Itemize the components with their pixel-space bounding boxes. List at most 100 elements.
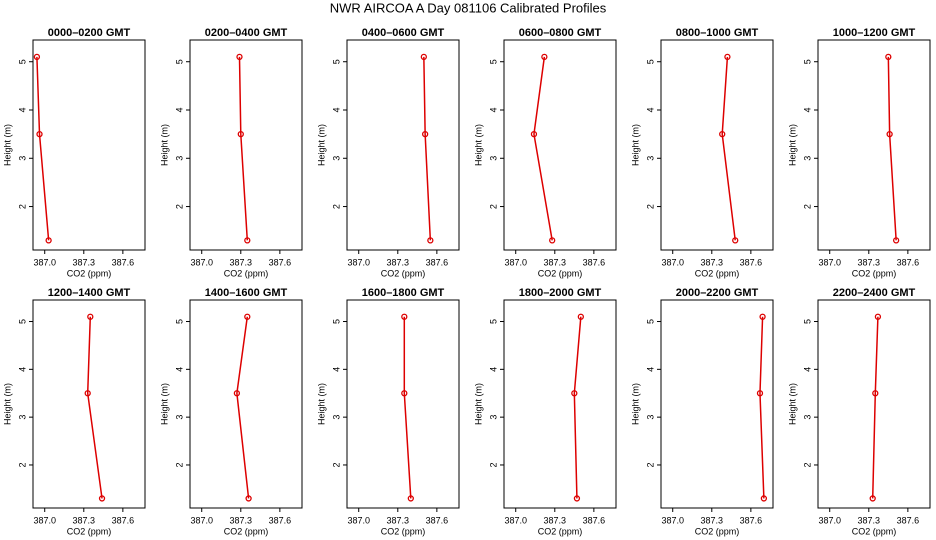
- panel-title: 2200–2400 GMT: [833, 287, 916, 299]
- x-axis-label: CO2 (ppm): [381, 268, 426, 278]
- profile-point: [892, 237, 900, 244]
- y-tick-label: 3: [331, 415, 341, 420]
- profile-point: [872, 390, 879, 397]
- profile-point: [407, 495, 414, 502]
- y-tick-label: 2: [488, 204, 498, 209]
- panel-title: 1000–1200 GMT: [833, 27, 916, 39]
- profile-line: [238, 56, 249, 241]
- y-tick-label: 4: [17, 107, 27, 112]
- panel-title: 0400–0600 GMT: [362, 27, 445, 39]
- y-tick-label: 4: [174, 107, 184, 112]
- x-tick-label: 387.3: [544, 515, 567, 525]
- profile-point: [244, 237, 251, 244]
- y-axis-label: Height (m): [787, 383, 797, 425]
- profile-point: [530, 130, 538, 138]
- y-axis-label: Height (m): [159, 383, 169, 425]
- profile-line: [871, 316, 879, 499]
- y-tick-label: 5: [174, 59, 184, 64]
- profile-line: [236, 316, 250, 499]
- profile-point: [233, 390, 241, 397]
- x-tick-label: 387.0: [190, 515, 213, 525]
- profile-point: [573, 495, 581, 502]
- y-tick-label: 3: [802, 156, 812, 161]
- profile-point: [33, 53, 41, 61]
- profile-point: [401, 313, 408, 320]
- x-tick-label: 387.3: [701, 257, 724, 267]
- profile-point: [724, 53, 731, 61]
- x-axis-label: CO2 (ppm): [381, 526, 426, 536]
- profile-point: [45, 237, 52, 244]
- x-tick-label: 387.0: [504, 515, 527, 525]
- y-tick-label: 2: [17, 204, 27, 209]
- y-tick-label: 2: [331, 462, 341, 467]
- y-tick-label: 5: [174, 319, 184, 324]
- x-tick-label: 387.0: [661, 515, 684, 525]
- profile-line: [403, 316, 412, 499]
- y-tick-label: 3: [174, 156, 184, 161]
- x-tick-label: 387.0: [33, 257, 56, 267]
- profile-point: [98, 495, 106, 502]
- x-axis-label: CO2 (ppm): [695, 268, 740, 278]
- x-tick-label: 387.6: [426, 257, 449, 267]
- panel-title: 2000–2200 GMT: [676, 287, 759, 299]
- profile-point: [732, 237, 739, 244]
- x-tick-label: 387.6: [426, 515, 449, 525]
- y-axis-label: Height (m): [159, 124, 169, 166]
- profile-point: [719, 130, 726, 138]
- panel-title: 0000–0200 GMT: [48, 27, 131, 39]
- y-tick-label: 4: [331, 367, 341, 372]
- x-tick-label: 387.6: [112, 257, 135, 267]
- y-tick-label: 3: [174, 415, 184, 420]
- profile-point: [87, 313, 94, 320]
- x-tick-label: 387.3: [230, 257, 253, 267]
- y-tick-label: 3: [17, 415, 27, 420]
- x-tick-label: 387.3: [858, 257, 881, 267]
- x-tick-label: 387.6: [897, 515, 920, 525]
- y-tick-label: 2: [802, 204, 812, 209]
- x-axis-label: CO2 (ppm): [224, 526, 269, 536]
- profile-point: [421, 130, 429, 138]
- x-tick-label: 387.6: [740, 515, 763, 525]
- profile-line: [573, 316, 582, 499]
- y-tick-label: 3: [488, 415, 498, 420]
- profile-point: [571, 390, 578, 397]
- x-tick-label: 387.3: [230, 515, 253, 525]
- x-tick-label: 387.3: [73, 515, 96, 525]
- panel-title: 0200–0400 GMT: [205, 27, 288, 39]
- y-tick-label: 5: [802, 59, 812, 64]
- y-tick-label: 2: [645, 462, 655, 467]
- profile-point: [244, 313, 251, 320]
- y-axis-label: Height (m): [787, 124, 797, 166]
- x-axis-label: CO2 (ppm): [538, 268, 583, 278]
- y-axis-label: Height (m): [630, 124, 640, 166]
- y-tick-label: 4: [802, 107, 812, 112]
- x-tick-label: 387.6: [269, 515, 292, 525]
- profile-point: [886, 130, 893, 138]
- profile-point: [760, 495, 768, 502]
- y-tick-label: 5: [488, 59, 498, 64]
- profile-line: [423, 56, 432, 241]
- plot-frame: [32, 39, 146, 251]
- y-tick-label: 5: [488, 319, 498, 324]
- x-tick-label: 387.0: [347, 257, 370, 267]
- x-tick-label: 387.0: [504, 257, 527, 267]
- x-tick-label: 387.0: [818, 515, 841, 525]
- x-tick-label: 387.6: [897, 257, 920, 267]
- y-tick-label: 3: [645, 156, 655, 161]
- y-tick-label: 2: [488, 462, 498, 467]
- page-title: NWR AIRCOA A Day 081106 Calibrated Profi…: [330, 0, 607, 15]
- profile-point: [237, 130, 244, 138]
- x-tick-label: 387.6: [583, 257, 606, 267]
- x-tick-label: 387.3: [701, 515, 724, 525]
- y-tick-label: 4: [645, 367, 655, 372]
- x-tick-label: 387.0: [818, 257, 841, 267]
- x-axis-label: CO2 (ppm): [538, 526, 583, 536]
- profile-point: [236, 53, 243, 61]
- y-tick-label: 5: [17, 59, 27, 64]
- x-tick-label: 387.6: [269, 257, 292, 267]
- y-tick-label: 2: [17, 462, 27, 467]
- x-tick-label: 387.6: [112, 515, 135, 525]
- x-axis-label: CO2 (ppm): [852, 526, 897, 536]
- y-axis-label: Height (m): [473, 124, 483, 166]
